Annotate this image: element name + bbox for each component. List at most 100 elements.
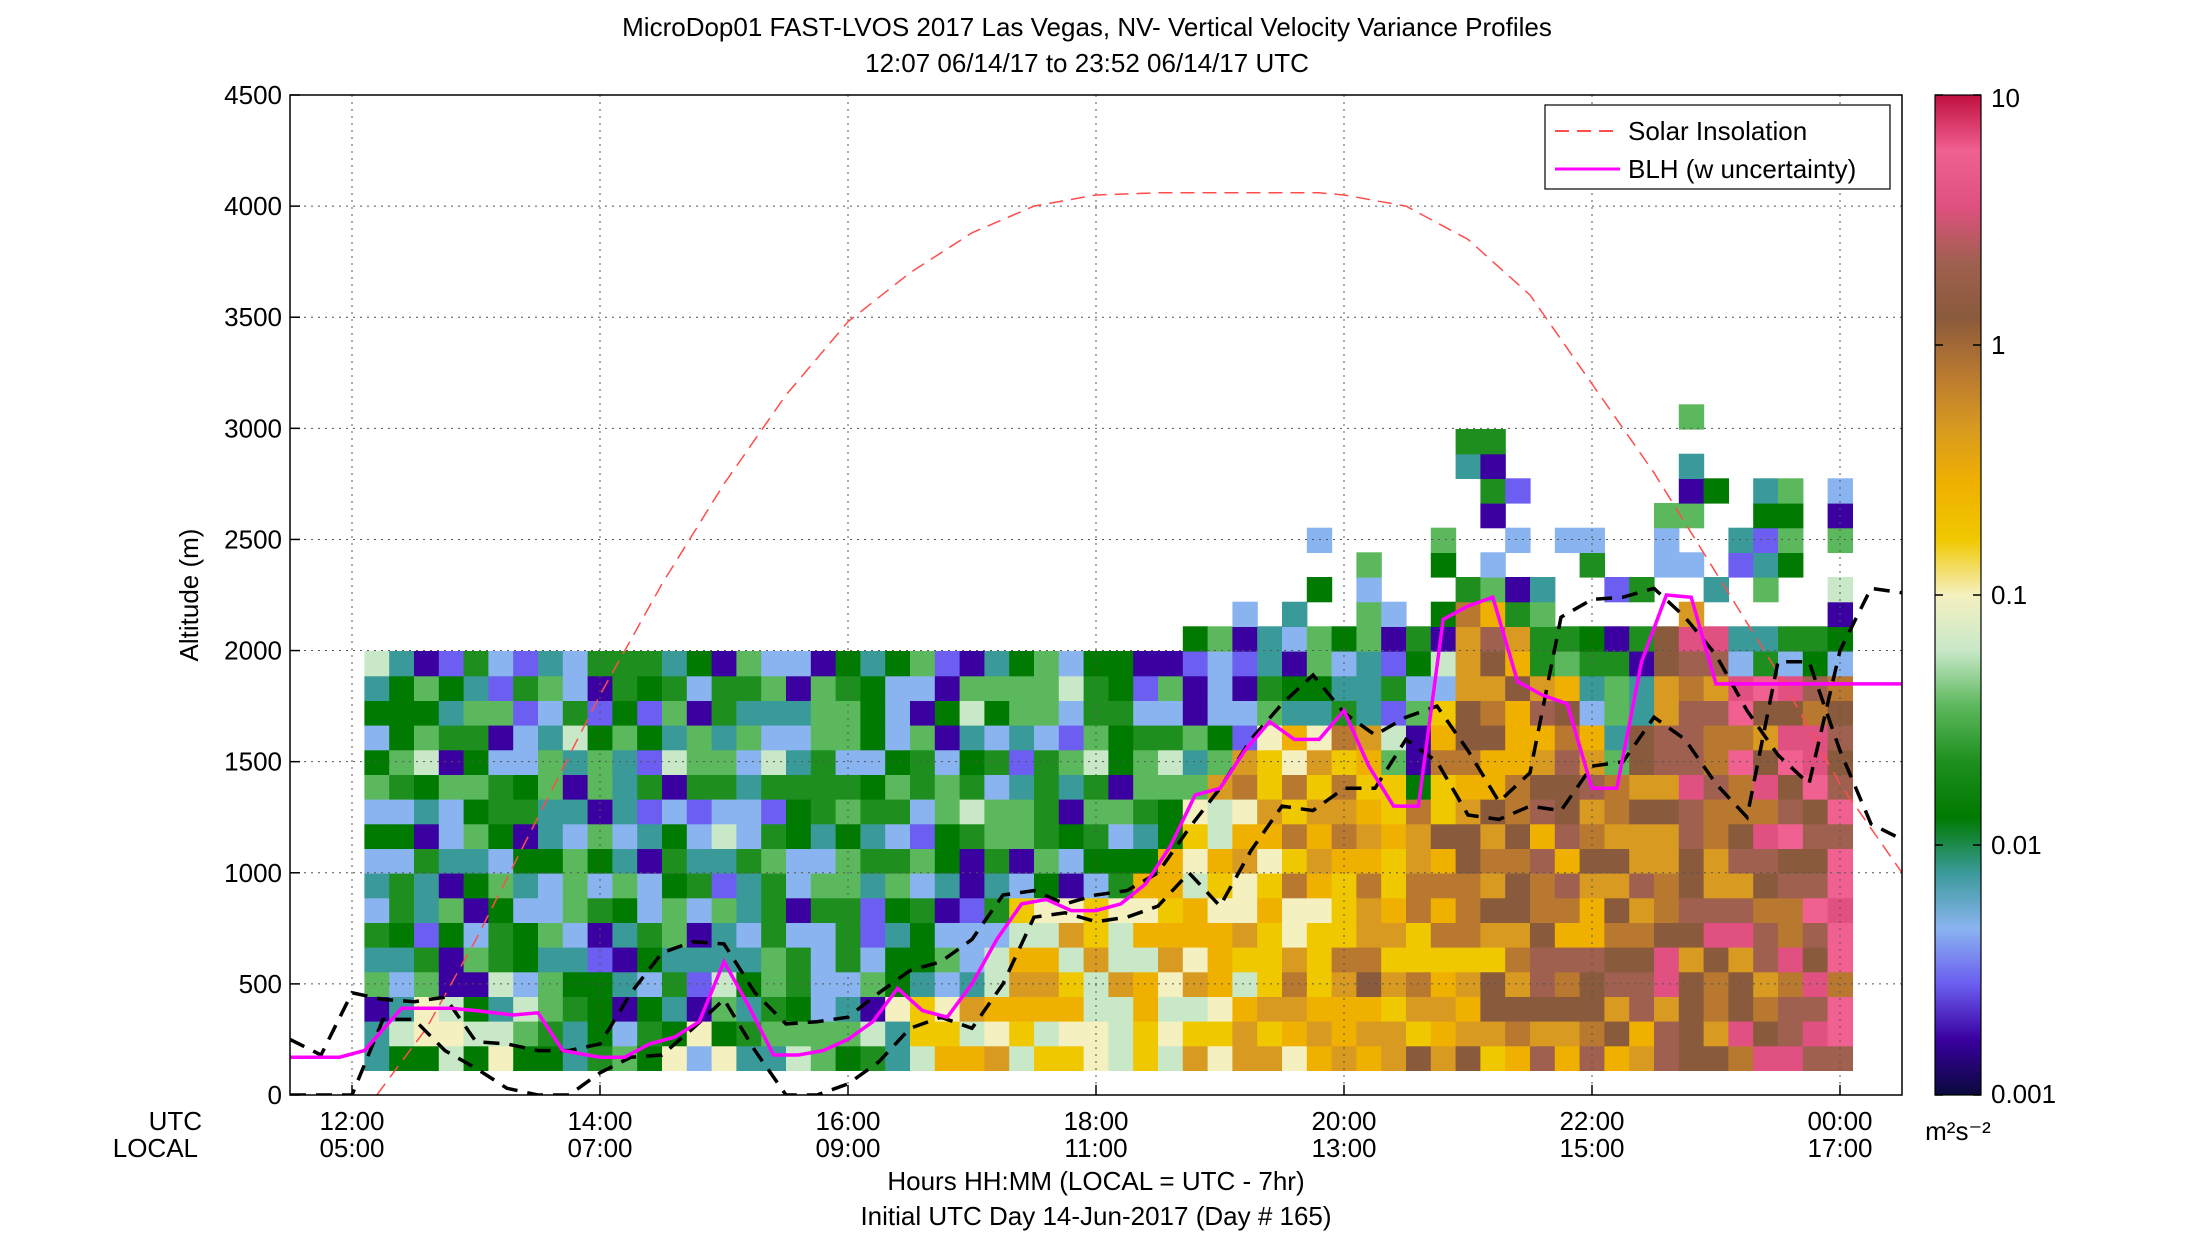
heatmap-cell bbox=[1802, 947, 1829, 973]
heatmap-cell bbox=[1530, 1021, 1556, 1047]
heatmap-cell bbox=[1058, 749, 1085, 775]
heatmap-cell bbox=[1604, 848, 1630, 874]
heatmap-cell bbox=[1331, 675, 1357, 701]
heatmap-cell bbox=[414, 873, 440, 899]
heatmap-cell bbox=[711, 675, 737, 701]
heatmap-cell bbox=[1257, 651, 1283, 677]
heatmap-cell bbox=[1232, 996, 1258, 1022]
heatmap-cell bbox=[1728, 626, 1754, 652]
heatmap-cell bbox=[1778, 922, 1804, 948]
heatmap-cell bbox=[1009, 749, 1035, 775]
heatmap-cell bbox=[1530, 774, 1556, 800]
heatmap-cell bbox=[1381, 1045, 1407, 1071]
heatmap-cell bbox=[1034, 873, 1060, 899]
heatmap-cell bbox=[761, 799, 787, 825]
heatmap-cell bbox=[1356, 799, 1382, 825]
heatmap-cell bbox=[810, 897, 837, 923]
heatmap-cell bbox=[1827, 947, 1853, 973]
heatmap-cell bbox=[934, 700, 961, 726]
heatmap-cell bbox=[686, 823, 713, 849]
heatmap-cell bbox=[1182, 996, 1209, 1022]
heatmap-cell bbox=[1455, 799, 1481, 825]
heatmap-cell bbox=[414, 823, 440, 849]
heatmap-cell bbox=[1430, 873, 1457, 899]
heatmap-cell bbox=[1480, 725, 1506, 751]
heatmap-cell bbox=[910, 897, 936, 923]
heatmap-cell bbox=[1356, 873, 1382, 899]
heatmap-cell bbox=[711, 873, 737, 899]
heatmap-cell bbox=[438, 947, 465, 973]
heatmap-cell bbox=[1629, 725, 1655, 751]
heatmap-cell bbox=[538, 823, 564, 849]
heatmap-cell bbox=[414, 749, 440, 775]
heatmap-cell bbox=[1356, 675, 1382, 701]
heatmap-cell bbox=[1282, 1045, 1308, 1071]
heatmap-cell bbox=[1034, 996, 1060, 1022]
heatmap-cell bbox=[1158, 774, 1184, 800]
utc-row-label: UTC bbox=[149, 1106, 202, 1136]
heatmap-cell bbox=[1802, 799, 1829, 825]
heatmap-cell bbox=[587, 675, 613, 701]
heatmap-cell bbox=[1257, 996, 1283, 1022]
heatmap-cell bbox=[1703, 897, 1729, 923]
y-tick-label: 4500 bbox=[224, 80, 282, 110]
heatmap-cell bbox=[438, 823, 465, 849]
heatmap-cell bbox=[389, 749, 415, 775]
heatmap-cell bbox=[1058, 996, 1085, 1022]
heatmap-cell bbox=[1306, 675, 1333, 701]
heatmap-cell bbox=[562, 823, 589, 849]
heatmap-cell bbox=[1232, 700, 1258, 726]
y-tick-label: 1000 bbox=[224, 858, 282, 888]
heatmap-cell bbox=[810, 675, 837, 701]
heatmap-cell bbox=[885, 799, 911, 825]
heatmap-cell bbox=[1654, 996, 1680, 1022]
heatmap-cell bbox=[1034, 700, 1060, 726]
heatmap-cell bbox=[786, 897, 812, 923]
heatmap-cell bbox=[1282, 749, 1308, 775]
heatmap-cell bbox=[1629, 1045, 1655, 1071]
heatmap-cell bbox=[1678, 404, 1705, 430]
heatmap-cell bbox=[488, 848, 514, 874]
heatmap-cell bbox=[1406, 1045, 1432, 1071]
heatmap-cell bbox=[1356, 651, 1382, 677]
heatmap-cell bbox=[1728, 749, 1754, 775]
heatmap-cell bbox=[1455, 1045, 1481, 1071]
heatmap-cell bbox=[1505, 897, 1531, 923]
x-tick-label-utc: 22:00 bbox=[1559, 1106, 1624, 1136]
heatmap-cell bbox=[637, 848, 663, 874]
heatmap-cell bbox=[1654, 626, 1680, 652]
heatmap-cell bbox=[761, 996, 787, 1022]
heatmap-cell bbox=[1257, 626, 1283, 652]
heatmap-cell bbox=[786, 873, 812, 899]
heatmap-cell bbox=[1133, 1021, 1159, 1047]
heatmap-cell bbox=[686, 1045, 713, 1071]
heatmap-cell bbox=[1778, 897, 1804, 923]
heatmap-cell bbox=[761, 651, 787, 677]
heatmap-cell bbox=[1381, 971, 1407, 997]
heatmap-cell bbox=[934, 873, 961, 899]
heatmap-cell bbox=[1778, 823, 1804, 849]
heatmap-cell bbox=[1455, 897, 1481, 923]
x-tick-label-utc: 18:00 bbox=[1063, 1106, 1128, 1136]
heatmap-cell bbox=[1282, 897, 1308, 923]
heatmap-cell bbox=[1703, 996, 1729, 1022]
heatmap-cell bbox=[1629, 749, 1655, 775]
heatmap-cell bbox=[1827, 1045, 1853, 1071]
heatmap-cell bbox=[1381, 947, 1407, 973]
x-tick-label-utc: 00:00 bbox=[1807, 1106, 1872, 1136]
heatmap-cell bbox=[959, 823, 985, 849]
heatmap-cell bbox=[1530, 947, 1556, 973]
heatmap-cell bbox=[662, 873, 688, 899]
heatmap-cell bbox=[1257, 873, 1283, 899]
heatmap-cell bbox=[488, 725, 514, 751]
heatmap-cell bbox=[1058, 700, 1085, 726]
heatmap-cell bbox=[1430, 1021, 1457, 1047]
heatmap-cell bbox=[1678, 922, 1705, 948]
heatmap-cell bbox=[662, 996, 688, 1022]
heatmap-cell bbox=[1455, 651, 1481, 677]
heatmap-cell bbox=[1778, 527, 1804, 553]
heatmap-cell bbox=[1406, 996, 1432, 1022]
heatmap-cell bbox=[463, 725, 489, 751]
heatmap-cell bbox=[1530, 823, 1556, 849]
heatmap-cell bbox=[1753, 848, 1779, 874]
